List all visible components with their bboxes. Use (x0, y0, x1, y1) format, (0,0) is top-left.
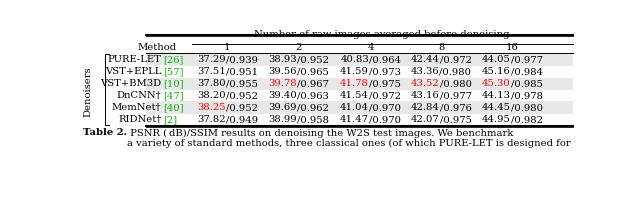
Text: 43.16: 43.16 (411, 91, 440, 100)
Text: /0.949: /0.949 (225, 115, 258, 124)
Text: Number of raw images averaged before denoising: Number of raw images averaged before den… (255, 30, 510, 39)
Text: 2: 2 (296, 43, 301, 52)
Text: /0.967: /0.967 (297, 79, 329, 88)
Text: VST+BM3D: VST+BM3D (100, 79, 161, 88)
Text: /0.972: /0.972 (440, 55, 472, 64)
Text: 45.16: 45.16 (482, 67, 511, 76)
Text: /0.952: /0.952 (297, 55, 329, 64)
Text: PSNR ( dB)/SSIM results on denoising the W2S test images. We benchmark
a variety: PSNR ( dB)/SSIM results on denoising the… (127, 128, 571, 148)
Text: /0.977: /0.977 (511, 55, 543, 64)
Text: /0.964: /0.964 (369, 55, 401, 64)
Text: /0.955: /0.955 (225, 79, 257, 88)
Bar (146, 54, 573, 66)
Text: /0.980: /0.980 (440, 67, 472, 76)
Text: /0.952: /0.952 (225, 103, 257, 112)
Text: 41.54: 41.54 (340, 91, 369, 100)
Text: PURE-LET: PURE-LET (108, 55, 161, 64)
Text: VST+EPLL: VST+EPLL (105, 67, 161, 76)
Text: 37.51: 37.51 (197, 67, 225, 76)
Text: /0.962: /0.962 (297, 103, 329, 112)
Text: 38.25: 38.25 (197, 103, 225, 112)
Text: /0.977: /0.977 (440, 91, 472, 100)
Text: Table 2. PSNR ( dB)/SSIM results on denoising the W2S test images. We benchmark
: Table 2. PSNR ( dB)/SSIM results on deno… (83, 128, 527, 148)
Text: /0.982: /0.982 (511, 115, 543, 124)
Text: /0.970: /0.970 (369, 115, 401, 124)
Text: /0.972: /0.972 (369, 91, 401, 100)
Text: 43.36: 43.36 (411, 67, 440, 76)
Text: /0.973: /0.973 (369, 67, 401, 76)
Text: 45.30: 45.30 (482, 79, 511, 88)
Text: 1: 1 (224, 43, 230, 52)
Bar (146, 77, 573, 90)
Bar (146, 101, 573, 114)
Text: 8: 8 (438, 43, 444, 52)
Text: 16: 16 (506, 43, 519, 52)
Text: 39.69: 39.69 (268, 103, 297, 112)
Text: /0.975: /0.975 (369, 79, 401, 88)
Text: Method: Method (138, 43, 177, 52)
Text: 42.07: 42.07 (411, 115, 440, 124)
Text: Table 2.: Table 2. (83, 128, 127, 137)
Text: /0.980: /0.980 (440, 79, 472, 88)
Text: 4: 4 (367, 43, 374, 52)
Text: 39.56: 39.56 (268, 67, 297, 76)
Text: RIDNet†: RIDNet† (118, 115, 161, 124)
Text: /0.965: /0.965 (297, 67, 329, 76)
Text: [10]: [10] (163, 79, 184, 88)
Text: /0.984: /0.984 (511, 67, 543, 76)
Text: /0.939: /0.939 (225, 55, 257, 64)
Text: 44.45: 44.45 (482, 103, 511, 112)
Text: /0.980: /0.980 (511, 103, 543, 112)
Text: /0.970: /0.970 (369, 103, 401, 112)
Text: MemNet†: MemNet† (112, 103, 161, 112)
Text: [26]: [26] (163, 55, 183, 64)
Text: 43.52: 43.52 (411, 79, 440, 88)
Text: 39.40: 39.40 (268, 91, 297, 100)
Text: /0.963: /0.963 (297, 91, 329, 100)
Text: 41.04: 41.04 (340, 103, 369, 112)
Text: 37.82: 37.82 (197, 115, 225, 124)
Text: 42.84: 42.84 (411, 103, 440, 112)
Text: /0.975: /0.975 (440, 115, 472, 124)
Text: /0.985: /0.985 (511, 79, 543, 88)
Text: /0.952: /0.952 (225, 91, 257, 100)
Text: [57]: [57] (163, 67, 184, 76)
Text: 42.44: 42.44 (411, 55, 440, 64)
Text: [2]: [2] (163, 115, 177, 124)
Text: 38.20: 38.20 (197, 91, 225, 100)
Text: 37.80: 37.80 (197, 79, 225, 88)
Text: DnCNN†: DnCNN† (116, 91, 161, 100)
Text: /0.958: /0.958 (297, 115, 329, 124)
Text: 41.59: 41.59 (340, 67, 369, 76)
Text: 44.95: 44.95 (482, 115, 511, 124)
Text: /0.951: /0.951 (225, 67, 258, 76)
Text: 41.78: 41.78 (340, 79, 369, 88)
Text: 41.47: 41.47 (340, 115, 369, 124)
Text: 39.78: 39.78 (268, 79, 297, 88)
Text: 38.93: 38.93 (268, 55, 297, 64)
Text: Denoisers: Denoisers (83, 66, 92, 117)
Text: 37.29: 37.29 (197, 55, 225, 64)
Text: /0.978: /0.978 (511, 91, 543, 100)
Text: 38.99: 38.99 (268, 115, 297, 124)
Text: /0.976: /0.976 (440, 103, 472, 112)
Text: 44.05: 44.05 (482, 55, 511, 64)
Text: 40.83: 40.83 (340, 55, 369, 64)
Text: [40]: [40] (163, 103, 184, 112)
Text: [47]: [47] (163, 91, 184, 100)
Text: 44.13: 44.13 (482, 91, 511, 100)
